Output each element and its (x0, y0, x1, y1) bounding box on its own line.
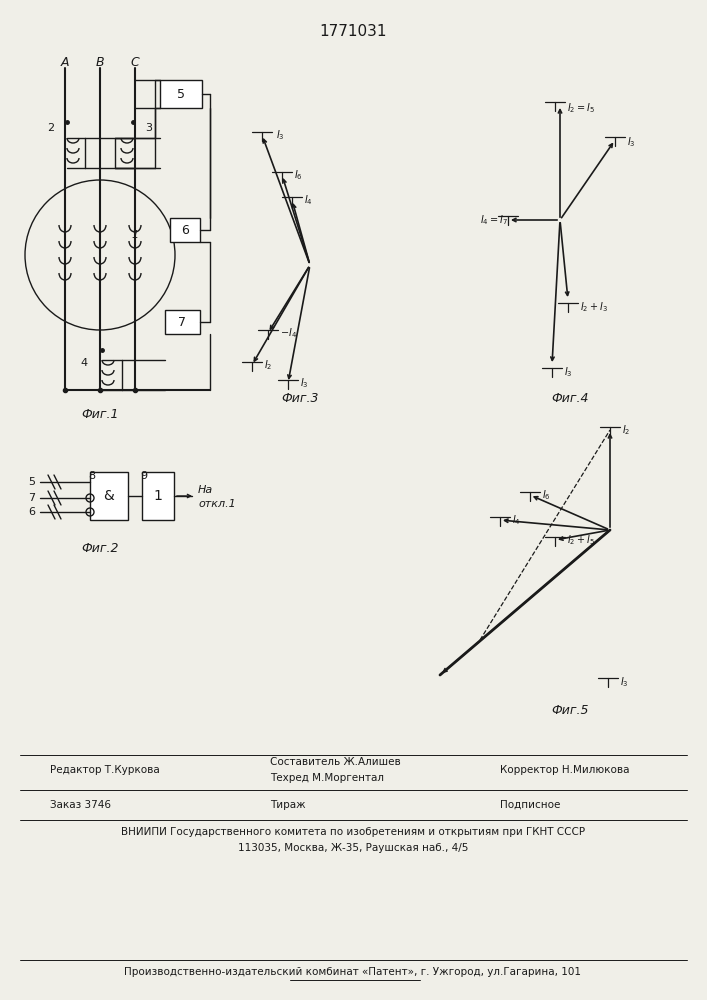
Text: 3: 3 (146, 123, 153, 133)
Text: 1: 1 (153, 489, 163, 503)
Text: $-I_4$: $-I_4$ (280, 326, 297, 340)
Text: 1: 1 (132, 230, 139, 240)
Text: Фиг.1: Фиг.1 (81, 408, 119, 422)
Text: Фиг.5: Фиг.5 (551, 704, 589, 716)
Bar (170, 218, 200, 242)
Bar (160, 80, 202, 108)
Text: A: A (61, 55, 69, 68)
Text: На: На (198, 485, 214, 495)
Text: Редактор Т.Куркова: Редактор Т.Куркова (50, 765, 160, 775)
Text: 2: 2 (47, 123, 54, 133)
Text: 5: 5 (28, 477, 35, 487)
Text: Подписное: Подписное (500, 800, 561, 810)
Text: Тираж: Тираж (270, 800, 305, 810)
Text: Техред М.Моргентал: Техред М.Моргентал (270, 773, 384, 783)
Text: Производственно-издательский комбинат «Патент», г. Ужгород, ул.Гагарина, 101: Производственно-издательский комбинат «П… (124, 967, 581, 977)
Text: 8: 8 (88, 471, 95, 481)
Text: C: C (131, 55, 139, 68)
Text: $I_2$: $I_2$ (264, 358, 272, 372)
Text: 6: 6 (28, 507, 35, 517)
Text: 5: 5 (177, 88, 185, 101)
Text: &: & (104, 489, 115, 503)
Text: 113035, Москва, Ж-35, Раушская наб., 4/5: 113035, Москва, Ж-35, Раушская наб., 4/5 (238, 843, 468, 853)
Text: $I_2=I_5$: $I_2=I_5$ (567, 101, 595, 115)
Text: откл.1: откл.1 (198, 499, 235, 509)
Text: $I_4=I_7$: $I_4=I_7$ (480, 213, 508, 227)
Text: $I_3$: $I_3$ (276, 128, 285, 142)
Text: $I_2+I_5$: $I_2+I_5$ (567, 533, 595, 547)
Text: 1771031: 1771031 (320, 24, 387, 39)
Text: $I_2+I_3$: $I_2+I_3$ (580, 300, 608, 314)
Text: ВНИИПИ Государственного комитета по изобретениям и открытиям при ГКНТ СССР: ВНИИПИ Государственного комитета по изоб… (121, 827, 585, 837)
Text: 4: 4 (81, 358, 88, 368)
Text: Составитель Ж.Алишев: Составитель Ж.Алишев (270, 757, 401, 767)
Bar (90, 472, 128, 520)
Text: Корректор Н.Милюкова: Корректор Н.Милюкова (500, 765, 629, 775)
Text: $I_4$: $I_4$ (304, 193, 312, 207)
Text: 7: 7 (178, 316, 186, 328)
Text: 6: 6 (181, 224, 189, 236)
Text: Фиг.3: Фиг.3 (281, 391, 319, 404)
Text: 9: 9 (141, 471, 148, 481)
Text: $I_6$: $I_6$ (542, 488, 551, 502)
Text: 7: 7 (28, 493, 35, 503)
Text: $I_4$: $I_4$ (512, 513, 521, 527)
Text: $I_2$: $I_2$ (622, 423, 631, 437)
Text: $I_3$: $I_3$ (300, 376, 309, 390)
Text: Фиг.2: Фиг.2 (81, 542, 119, 554)
Text: B: B (95, 55, 105, 68)
Text: $I_6$: $I_6$ (294, 168, 303, 182)
Text: Заказ 3746: Заказ 3746 (50, 800, 111, 810)
Text: $I_3$: $I_3$ (620, 675, 629, 689)
Text: $I_3$: $I_3$ (627, 135, 636, 149)
Bar (165, 310, 200, 334)
Bar (142, 472, 174, 520)
Text: $I_3$: $I_3$ (564, 365, 573, 379)
Text: Фиг.4: Фиг.4 (551, 391, 589, 404)
